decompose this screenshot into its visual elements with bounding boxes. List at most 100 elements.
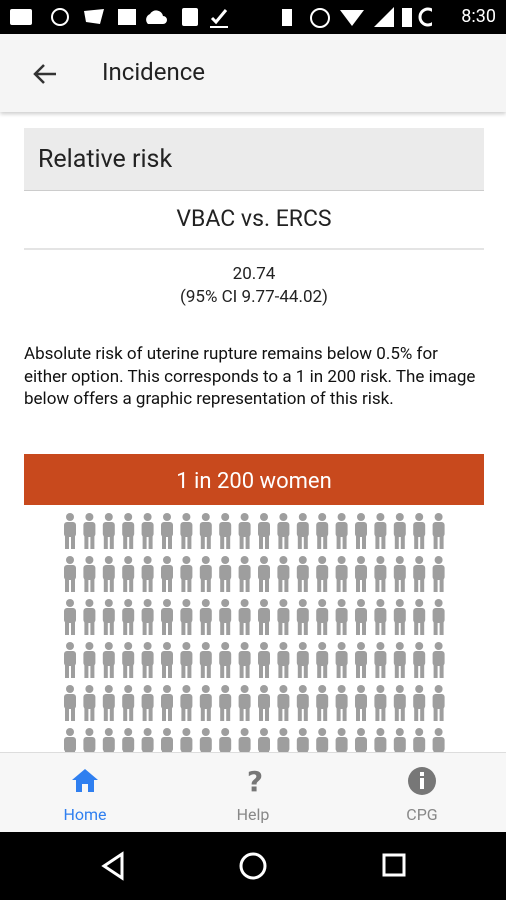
person-icon: [83, 685, 96, 721]
person-icon: [238, 556, 251, 592]
person-icon: [83, 728, 96, 752]
person-icon: [296, 728, 309, 752]
status-icons: [10, 8, 364, 28]
person-icon: [316, 556, 329, 592]
person-icon: [83, 642, 96, 678]
divider: [24, 248, 484, 250]
person-icon: [413, 685, 426, 721]
person-icon: [277, 599, 290, 635]
person-icon: [355, 685, 367, 721]
person-icon: [258, 599, 270, 635]
person-icon: [335, 685, 348, 721]
person-icon: [141, 728, 154, 752]
nav-bar: [0, 832, 506, 900]
person-icon: [238, 685, 251, 721]
status-icons-right: [374, 7, 432, 27]
nav-back[interactable]: [101, 851, 124, 881]
person-icon: [219, 556, 232, 592]
person-icon: [219, 513, 232, 549]
person-icon: [296, 556, 309, 592]
person-icon: [355, 642, 367, 678]
person-icon: [238, 513, 251, 549]
person-icon: [296, 685, 309, 721]
person-icon: [199, 642, 212, 678]
person-icon: [355, 728, 367, 752]
status-bar: 8:30: [0, 0, 506, 34]
person-icon: [199, 556, 212, 592]
person-icon: [393, 513, 406, 549]
description: Absolute risk of uterine rupture remains…: [24, 344, 476, 409]
person-icon: [102, 728, 115, 752]
person-icon: [258, 556, 270, 592]
person-icon: [432, 599, 445, 635]
tab-cpg[interactable]: CPG: [406, 805, 438, 824]
svg-text:?: ?: [247, 766, 263, 796]
person-icon: [219, 685, 232, 721]
person-icon: [161, 728, 173, 752]
person-icon: [355, 513, 367, 549]
person-icon: [296, 642, 309, 678]
person-icon: [296, 513, 309, 549]
person-icon: [64, 556, 76, 592]
person-icon: [161, 599, 173, 635]
tab-home[interactable]: Home: [63, 805, 107, 824]
person-icon: [335, 728, 348, 752]
person-icon: [122, 599, 135, 635]
person-icon: [316, 728, 329, 752]
nav-recents[interactable]: [382, 853, 406, 877]
person-icon: [413, 556, 426, 592]
person-icon: [374, 556, 387, 592]
person-icon: [180, 642, 193, 678]
person-icon: [122, 642, 135, 678]
person-icon: [122, 685, 135, 721]
person-icon: [161, 556, 173, 592]
home-icon[interactable]: [70, 766, 100, 794]
person-icon: [122, 728, 135, 752]
person-icon: [180, 556, 193, 592]
person-icon: [102, 599, 115, 635]
info-icon[interactable]: [407, 766, 437, 796]
person-icon: [199, 599, 212, 635]
person-icon: [199, 685, 212, 721]
person-icon: [413, 728, 426, 752]
person-icon: [277, 642, 290, 678]
person-icon: [83, 599, 96, 635]
person-icon: [122, 556, 135, 592]
people-grid: [64, 513, 445, 752]
person-icon: [296, 599, 309, 635]
person-icon: [432, 642, 445, 678]
clock: 8:30: [461, 6, 496, 27]
person-icon: [64, 513, 76, 549]
risk-value: 20.74: [232, 264, 276, 284]
person-icon: [277, 728, 290, 752]
person-icon: [258, 513, 270, 549]
tab-help[interactable]: Help: [236, 805, 270, 824]
person-icon: [393, 556, 406, 592]
person-icon: [83, 556, 96, 592]
person-icon: [161, 685, 173, 721]
person-icon: [64, 599, 76, 635]
person-icon: [374, 599, 387, 635]
person-icon: [335, 513, 348, 549]
person-icon: [316, 642, 329, 678]
back-button[interactable]: [30, 60, 60, 88]
person-icon: [277, 556, 290, 592]
person-icon: [122, 513, 135, 549]
person-icon: [141, 599, 154, 635]
person-icon: [238, 642, 251, 678]
person-icon: [393, 642, 406, 678]
nav-buttons: [101, 851, 406, 881]
person-icon: [258, 685, 270, 721]
person-icon: [102, 513, 115, 549]
person-icon: [64, 728, 76, 752]
person-icon: [83, 513, 96, 549]
nav-home[interactable]: [239, 852, 267, 880]
comparison: VBAC vs. ERCS: [176, 205, 332, 232]
person-icon: [393, 599, 406, 635]
person-icon: [432, 685, 445, 721]
person-icon: [374, 685, 387, 721]
person-icon: [413, 642, 426, 678]
section-title: Relative risk: [38, 145, 173, 174]
help-icon[interactable]: ?: [240, 766, 270, 796]
